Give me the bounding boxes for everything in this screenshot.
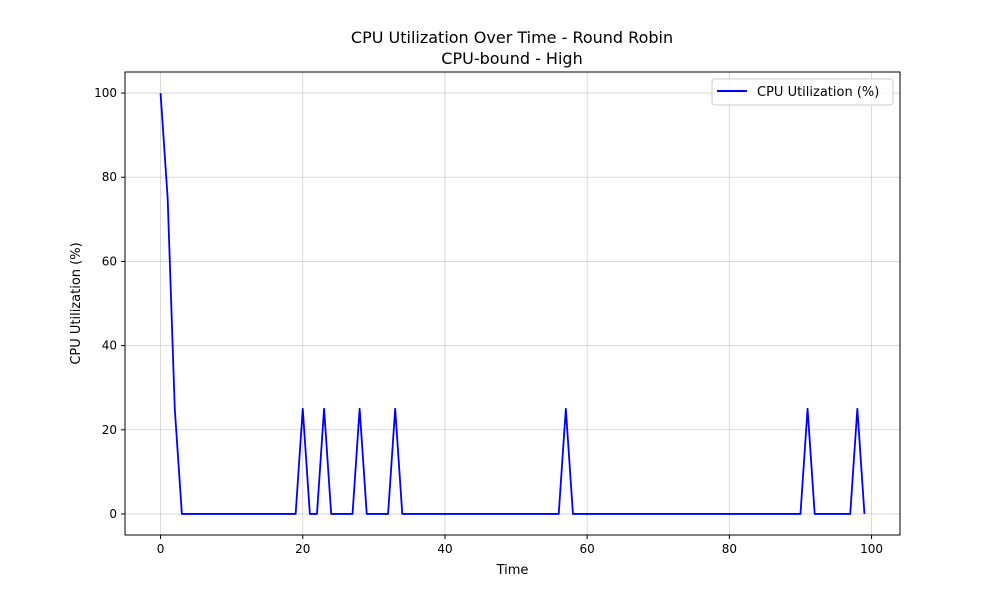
series-line — [159, 92, 866, 515]
plot-area — [159, 92, 866, 515]
x-tick-label: 20 — [295, 542, 310, 556]
y-tick-label: 40 — [102, 339, 117, 353]
legend: CPU Utilization (%) — [711, 78, 894, 106]
x-tick-label: 40 — [437, 542, 452, 556]
y-tick-label: 60 — [102, 254, 117, 268]
y-tick-label: 80 — [102, 170, 117, 184]
chart-subtitle: CPU-bound - High — [441, 49, 582, 68]
x-tick-label: 0 — [157, 542, 165, 556]
y-tick-label: 20 — [102, 423, 117, 437]
legend-label: CPU Utilization (%) — [757, 85, 879, 100]
x-tick-label: 60 — [580, 542, 595, 556]
legend-box — [711, 78, 894, 106]
y-tick-label: 100 — [94, 86, 117, 100]
x-axis-label: Time — [496, 563, 529, 578]
x-tick-label: 100 — [860, 542, 883, 556]
y-tick-label: 0 — [109, 507, 117, 521]
axis-ticks: 0 20 40 60 80 100 0 20 40 60 80 100 — [94, 86, 883, 556]
chart-title: CPU Utilization Over Time - Round Robin — [351, 28, 673, 47]
y-axis-label: CPU Utilization (%) — [69, 242, 84, 364]
axes-frame — [124, 71, 901, 536]
x-tick-label: 80 — [722, 542, 737, 556]
